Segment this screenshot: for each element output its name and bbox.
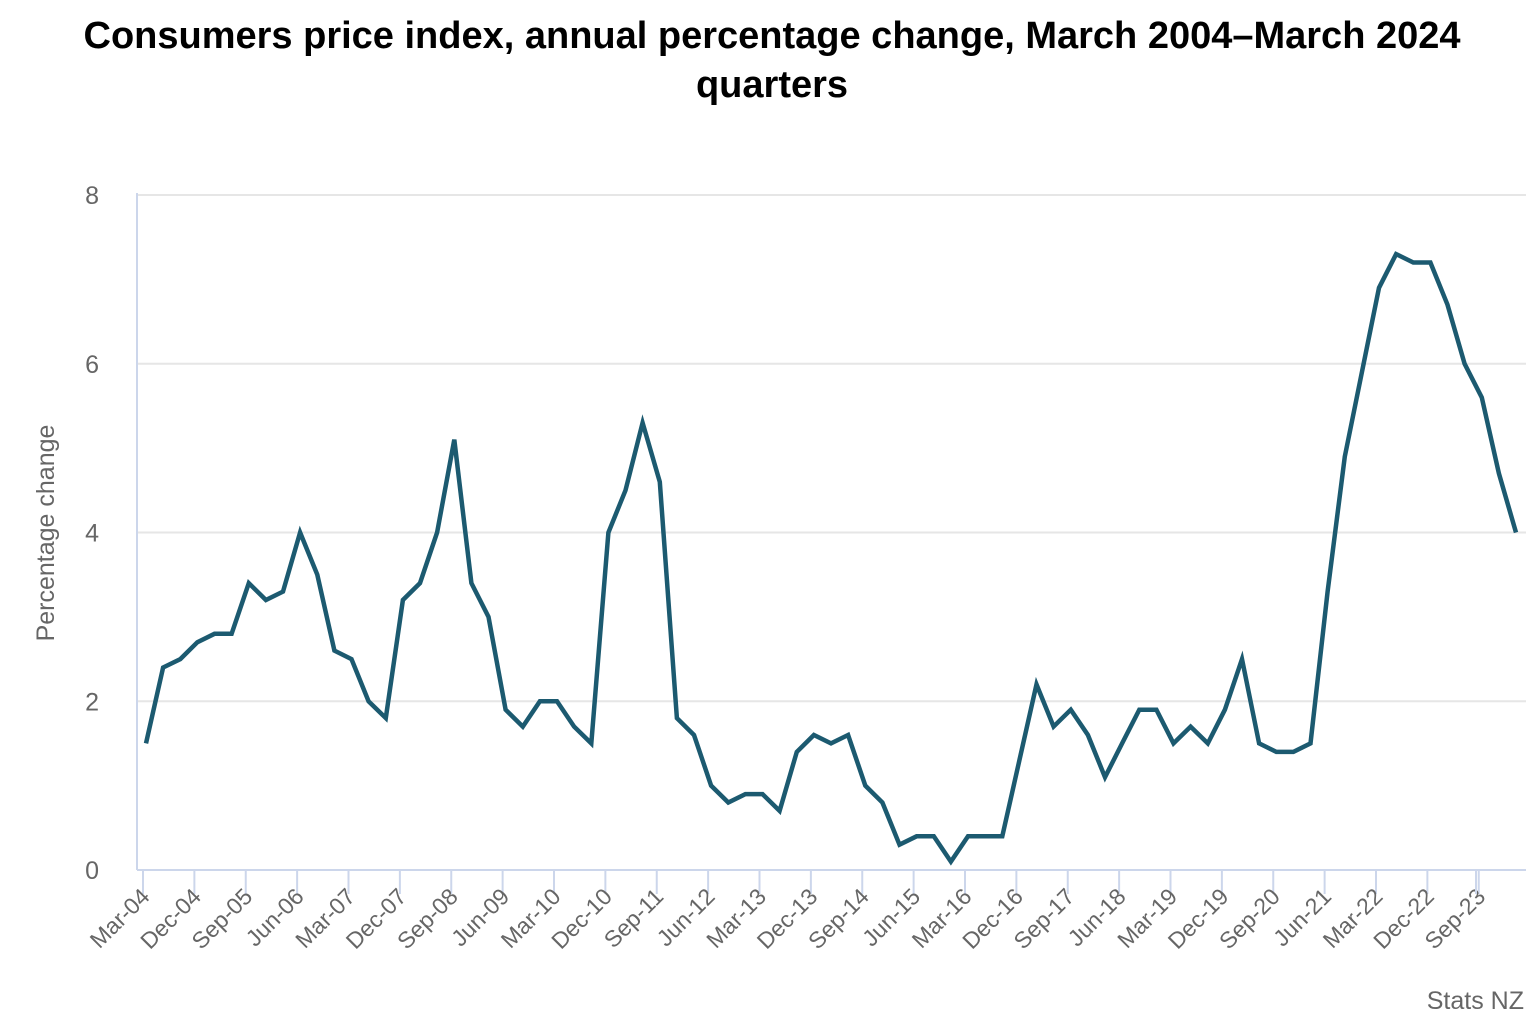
y-axis-ticks: 0 2 4 6 8	[85, 182, 99, 885]
x-axis-ticks: Mar-04Dec-04Sep-05Jun-06Mar-07Dec-07Sep-…	[85, 870, 1490, 954]
chart-title: Consumers price index, annual percentage…	[83, 15, 1461, 106]
gridlines	[137, 194, 1526, 703]
y-axis-title: Percentage change	[32, 425, 60, 642]
series-layer	[143, 251, 1519, 866]
y-tick-label: 0	[85, 857, 99, 885]
y-tick-label: 4	[85, 520, 99, 548]
x-tick-label: Sep-11	[599, 883, 669, 953]
y-tick-label: 6	[85, 351, 99, 379]
source-credit: Stats NZ	[1426, 987, 1524, 1015]
cpi-series-line	[143, 251, 1519, 866]
y-tick-label: 8	[85, 182, 99, 210]
axes	[136, 193, 1526, 871]
y-tick-label: 2	[85, 688, 99, 716]
